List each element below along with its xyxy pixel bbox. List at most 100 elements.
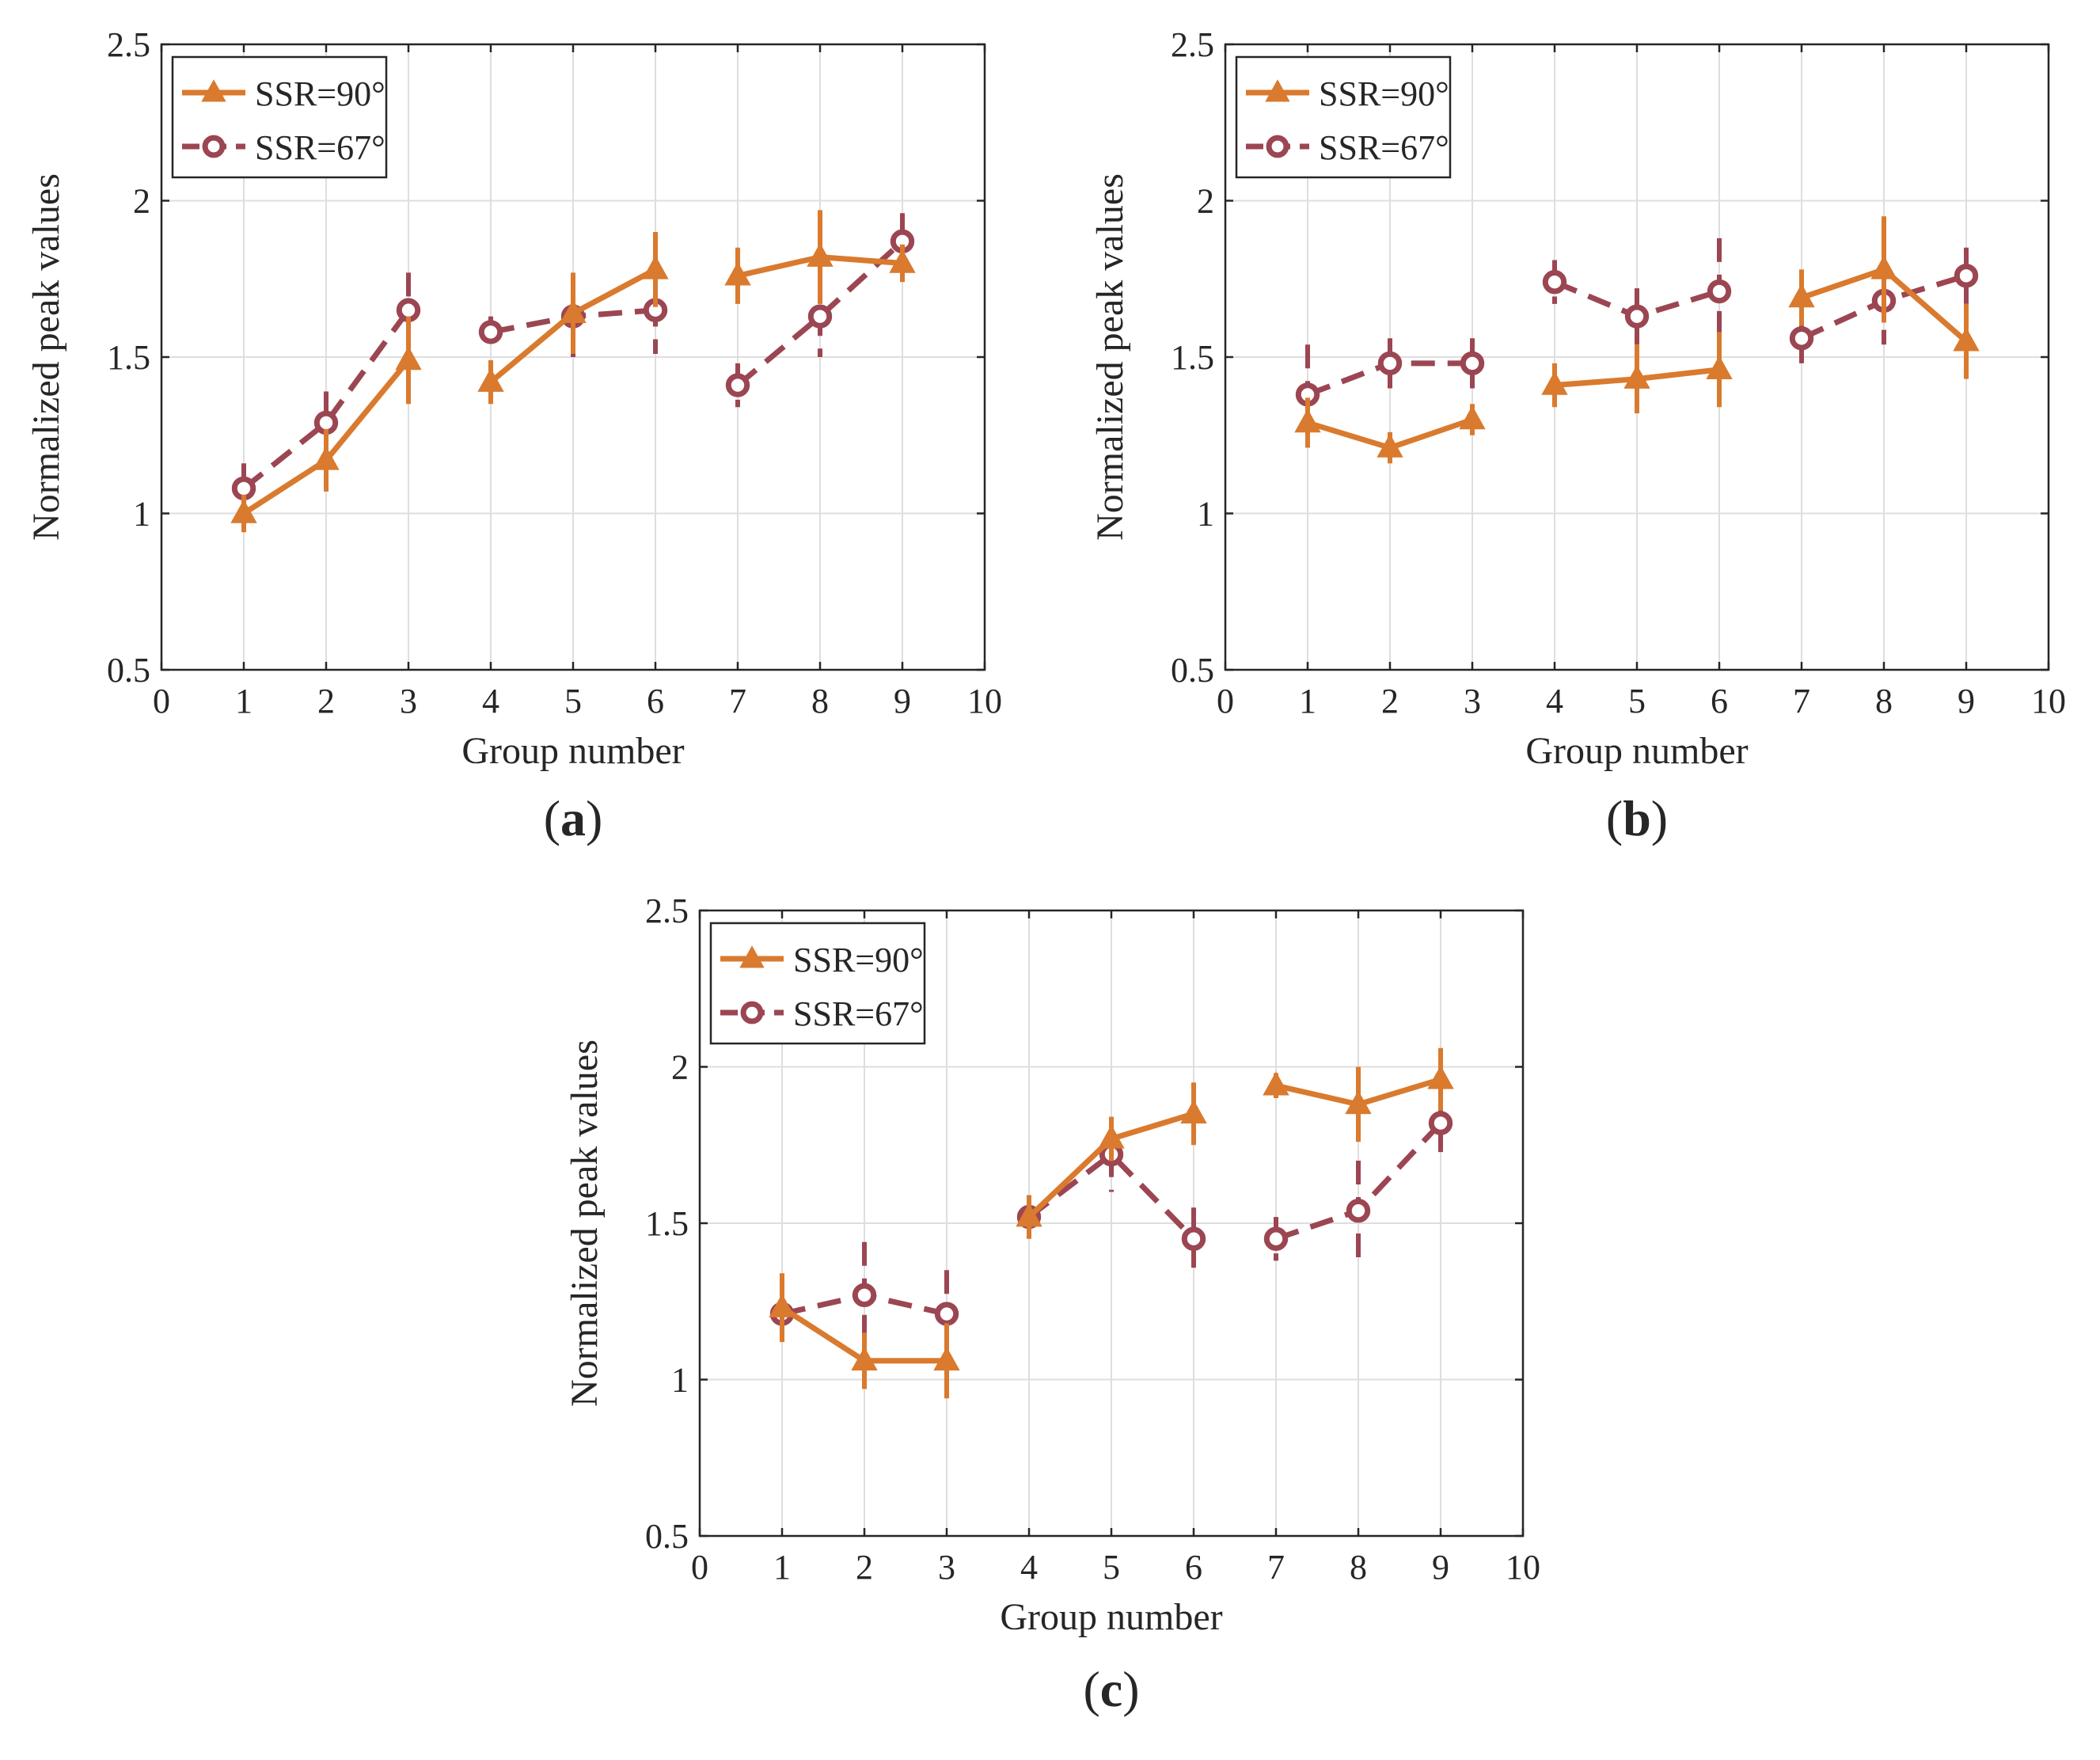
data-point-marker (769, 1293, 796, 1317)
data-point-marker (395, 346, 422, 371)
x-tick-label: 1 (1299, 682, 1316, 720)
data-point-marker (1263, 1071, 1289, 1096)
y-tick-label: 2.5 (1171, 25, 1214, 64)
data-point-marker (1263, 1226, 1289, 1251)
panel-label: (b) (1606, 790, 1668, 846)
legend-label: SSR=90° (1319, 74, 1449, 113)
data-point-marker (1377, 351, 1403, 376)
data-point-marker (1294, 409, 1321, 433)
data-point-marker (852, 1283, 877, 1308)
x-tick-label: 8 (811, 682, 829, 720)
x-tick-label: 6 (647, 682, 664, 720)
x-tick-label: 3 (400, 682, 417, 720)
x-tick-label: 3 (938, 1548, 955, 1587)
x-tick-label: 2 (1381, 682, 1399, 720)
tick-marks (1224, 43, 2050, 671)
tick-marks (698, 909, 1525, 1538)
panel-label-open-paren: ( (1606, 790, 1623, 846)
x-axis-label: Group number (1525, 730, 1748, 772)
data-point-marker (560, 298, 587, 323)
data-point-marker (934, 1302, 959, 1326)
data-point-marker (478, 320, 503, 344)
legend-label: SSR=90° (793, 941, 924, 979)
legend: SSR=90° SSR=67° (709, 922, 926, 1045)
legend-marker (201, 79, 226, 102)
x-tick-label: 9 (1432, 1548, 1449, 1587)
y-tick-label: 2.5 (645, 891, 689, 930)
legend-label: SSR=90° (255, 74, 385, 113)
data-point-marker (1460, 351, 1485, 376)
tick-marks (160, 43, 986, 671)
y-tick-label: 2.5 (107, 25, 150, 64)
x-tick-label: 7 (1793, 682, 1810, 720)
y-tick-label: 1 (671, 1361, 689, 1400)
y-axis-label: Normalized peak values (564, 1040, 606, 1407)
data-point-marker (1428, 1111, 1453, 1135)
x-tick-label: 0 (691, 1548, 708, 1587)
x-tick-label: 5 (1103, 1548, 1120, 1587)
y-tick-label: 2 (1197, 182, 1214, 221)
legend-label: SSR=67° (793, 994, 924, 1033)
y-tick-label: 0.5 (1171, 651, 1214, 690)
y-tick-label: 1 (133, 495, 150, 534)
data-point-marker (1459, 405, 1486, 430)
x-tick-label: 4 (1020, 1548, 1038, 1587)
legend-label: SSR=67° (255, 128, 385, 167)
panel-label-letter: b (1623, 790, 1651, 846)
legend-label: SSR=67° (1319, 128, 1449, 167)
data-point-marker (1542, 270, 1567, 295)
legend-box (1235, 55, 1452, 179)
y-tick-label: 0.5 (645, 1517, 689, 1556)
legend-box (171, 55, 388, 179)
data-point-marker (230, 499, 257, 523)
x-axis-label: Group number (1000, 1596, 1222, 1638)
data-point-marker (477, 367, 504, 392)
legend: SSR=90° SSR=67° (1235, 55, 1452, 179)
x-tick-label: 1 (773, 1548, 791, 1587)
series-ssr-90 (769, 1047, 1454, 1399)
x-tick-label: 9 (1958, 682, 1975, 720)
x-tick-label: 7 (1267, 1548, 1285, 1587)
data-point-marker (807, 304, 833, 329)
legend: SSR=90° SSR=67° (171, 55, 388, 179)
data-point-marker (1788, 283, 1815, 308)
data-point-marker (1345, 1090, 1372, 1115)
data-point-marker (724, 261, 751, 286)
chart-panel-a: 0 1 2 3 4 5 6 7 8 9 10 0.5 1 1.5 2 2.5 Group number Norma… (25, 25, 1002, 846)
data-point-marker (1954, 264, 1979, 288)
panel-label: (a) (544, 790, 603, 846)
data-point-marker (1870, 255, 1897, 279)
chart-panel-c: 0 1 2 3 4 5 6 7 8 9 10 0.5 1 1.5 2 2.5 Group number Norma… (564, 891, 1540, 1717)
x-tick-label: 0 (1217, 682, 1234, 720)
data-point-marker (807, 242, 834, 267)
series-line-segment (241, 308, 411, 491)
x-tick-label: 1 (235, 682, 253, 720)
data-point-marker (1789, 326, 1814, 351)
x-tick-label: 2 (317, 682, 335, 720)
y-tick-label: 1.5 (107, 338, 150, 377)
series-ssr-90 (230, 210, 916, 533)
legend-marker (202, 135, 226, 158)
y-tick-label: 0.5 (107, 651, 150, 690)
x-tick-label: 4 (1546, 682, 1563, 720)
panel-label-open-paren: ( (1083, 1661, 1099, 1717)
data-point-marker (1623, 364, 1650, 389)
x-tick-label: 6 (1711, 682, 1728, 720)
x-tick-label: 10 (2031, 682, 2066, 720)
x-tick-label: 8 (1350, 1548, 1367, 1587)
panel-label-close-paren: ) (1651, 790, 1668, 846)
data-point-marker (1180, 1099, 1207, 1123)
y-axis-label: Normalized peak values (1089, 173, 1131, 541)
data-point-marker (1706, 355, 1733, 380)
chart-panel-b: 0 1 2 3 4 5 6 7 8 9 10 0.5 1 1.5 2 2.5 Group number Norma… (1089, 25, 2066, 846)
data-point-marker (851, 1346, 878, 1371)
panel-label-close-paren: ) (1122, 1661, 1139, 1717)
data-point-marker (1377, 433, 1403, 458)
data-point-marker (1016, 1203, 1042, 1227)
x-tick-label: 4 (482, 682, 499, 720)
y-tick-label: 1.5 (1171, 338, 1214, 377)
x-tick-label: 5 (1628, 682, 1646, 720)
panel-label-close-paren: ) (586, 790, 602, 846)
data-point-marker (1346, 1199, 1371, 1223)
